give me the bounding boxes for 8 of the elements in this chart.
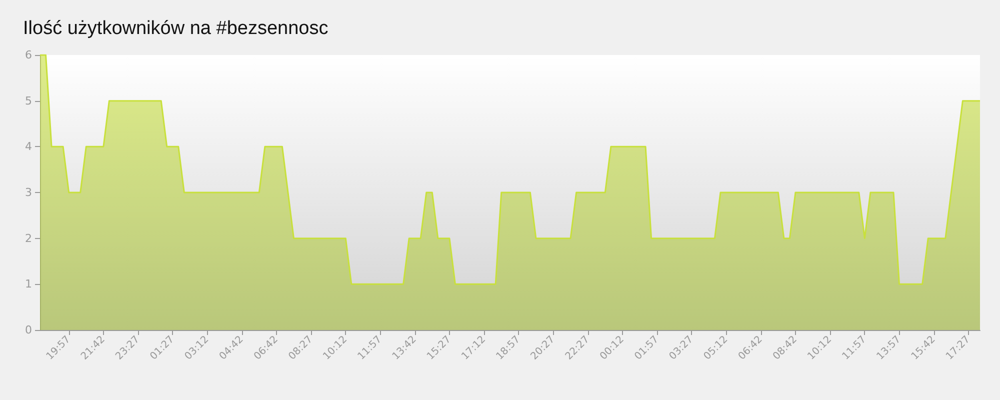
y-tick-label: 4: [25, 140, 32, 154]
y-tick-label: 5: [25, 94, 32, 108]
y-tick-label: 6: [25, 48, 32, 62]
y-tick-label: 1: [25, 278, 32, 291]
chart-title: Ilość użytkowników na #bezsennosc: [23, 18, 328, 39]
y-tick-label: 3: [25, 186, 32, 199]
y-tick-label: 2: [25, 232, 32, 245]
y-tick-label: 0: [25, 324, 32, 336]
